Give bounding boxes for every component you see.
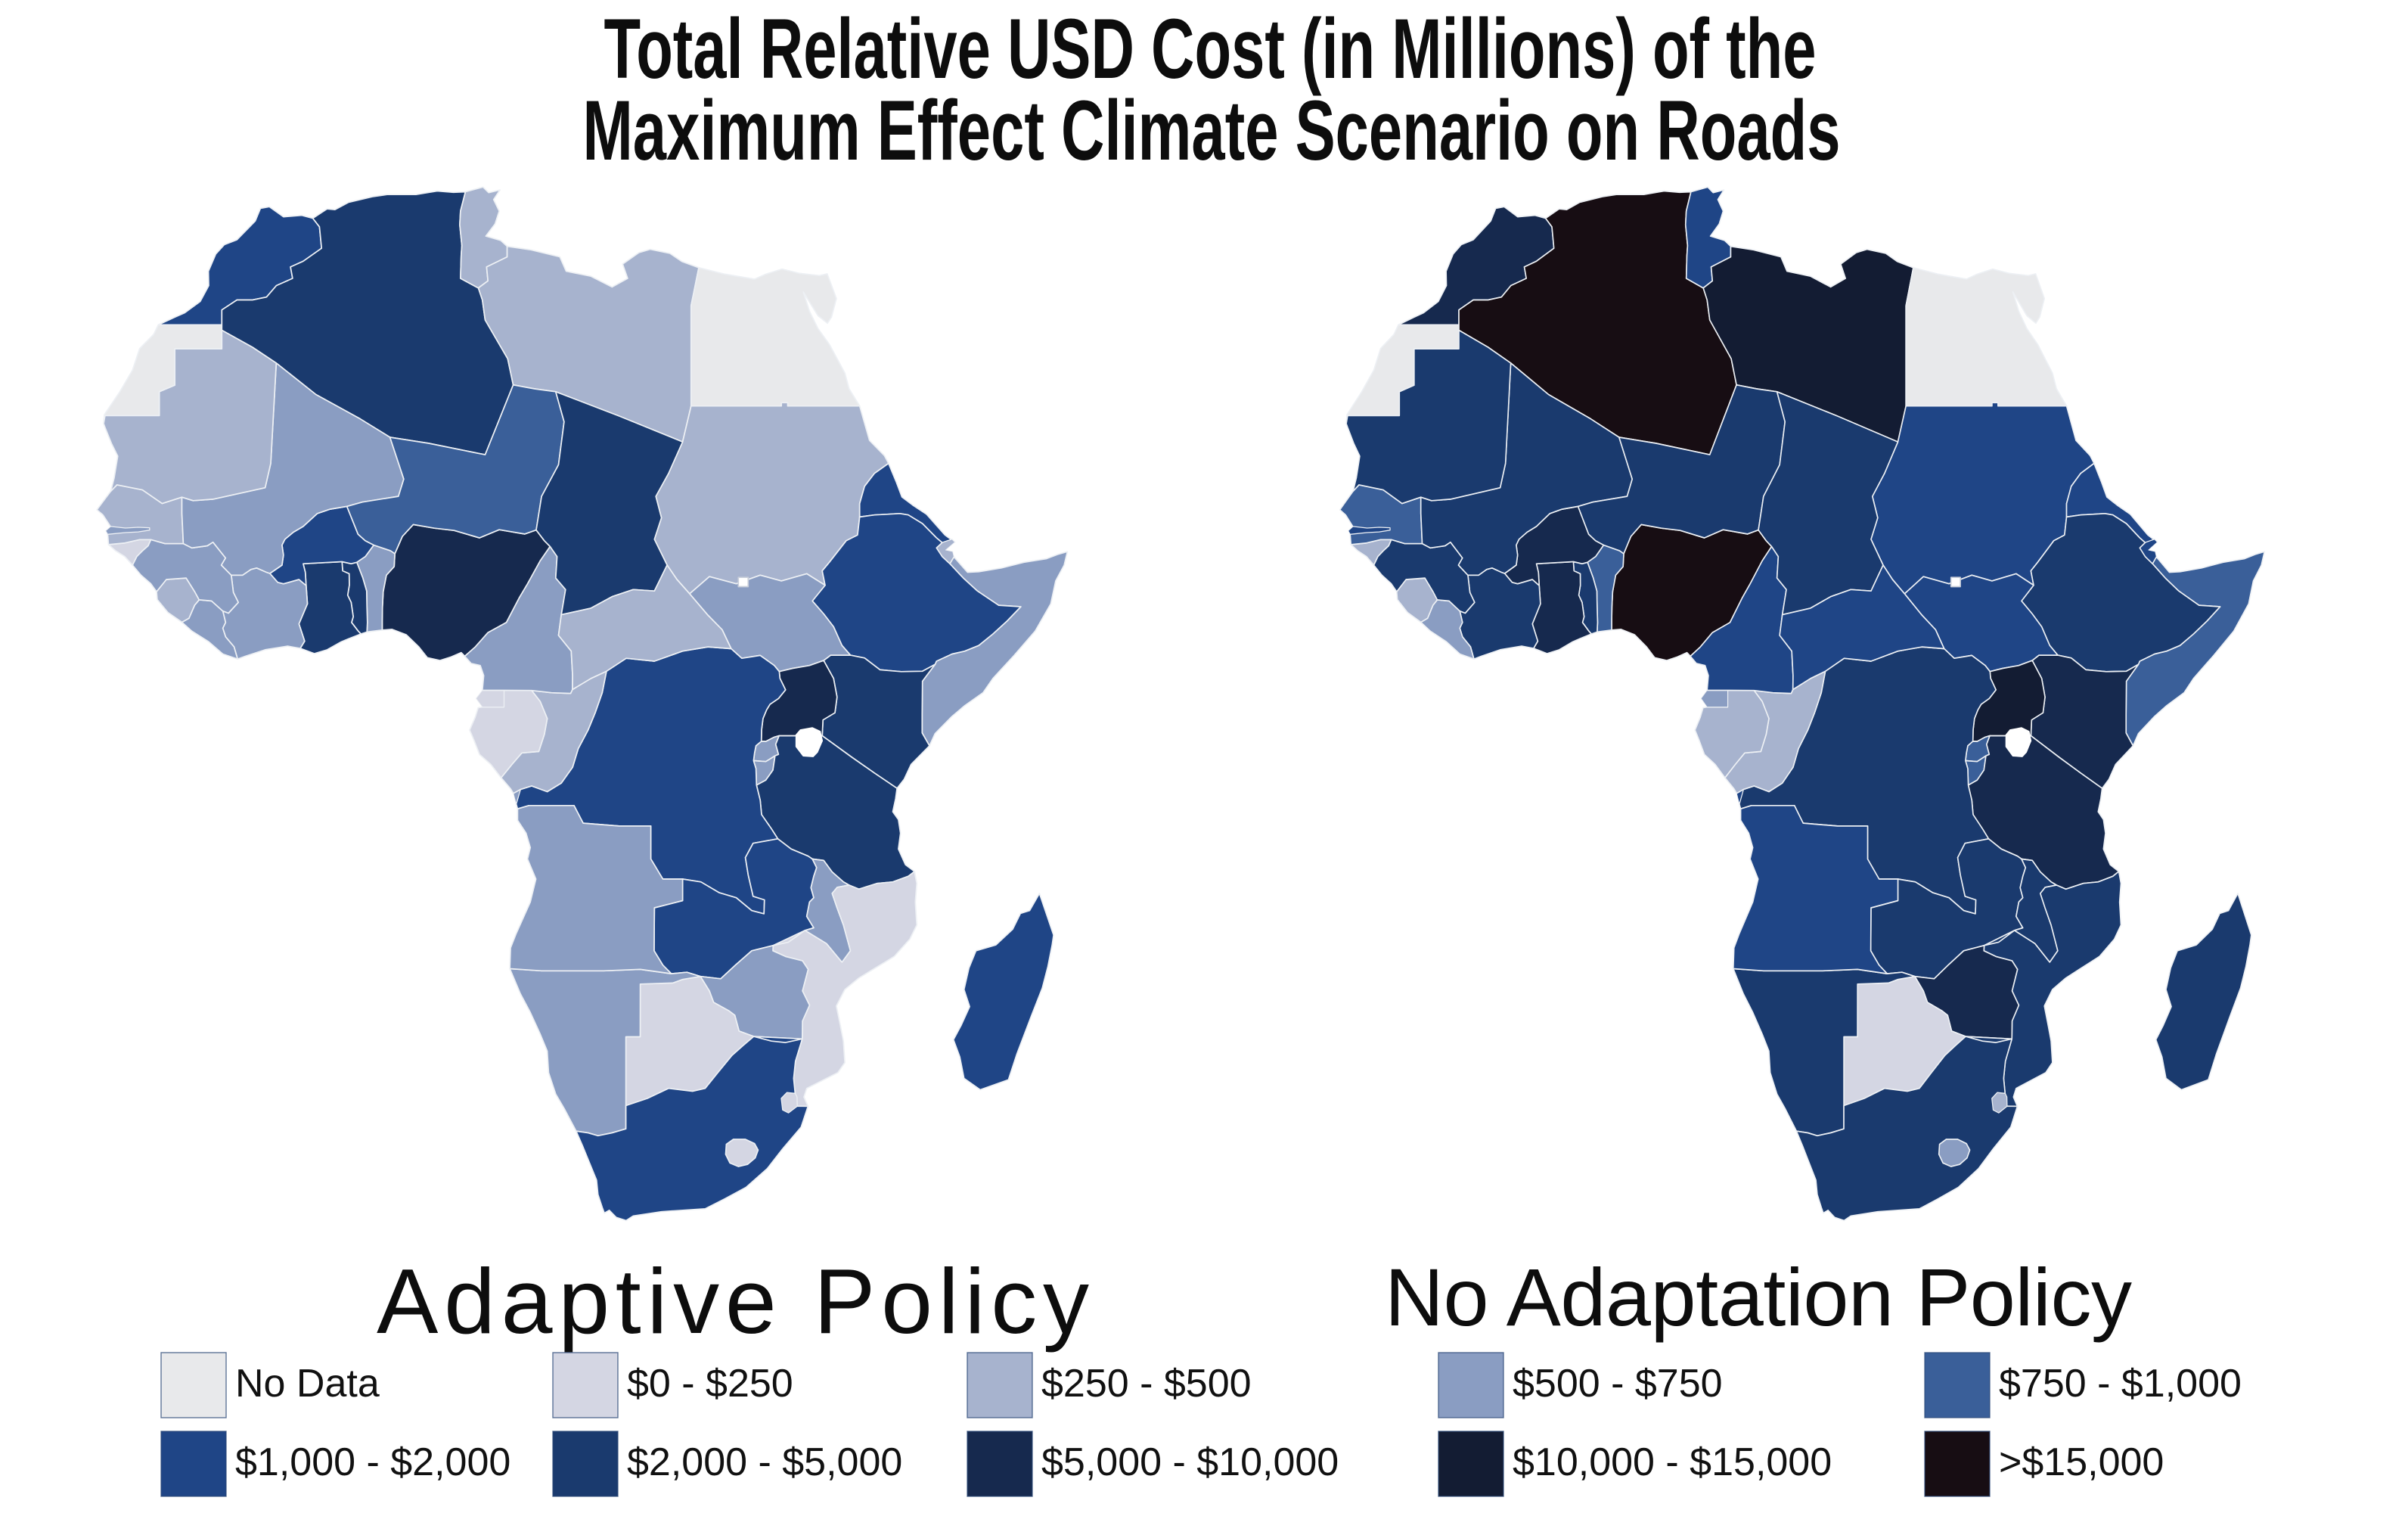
- svg-text:Adaptive Policy: Adaptive Policy: [377, 1250, 1089, 1353]
- svg-text:$1,000 - $2,000: $1,000 - $2,000: [235, 1440, 510, 1484]
- svg-text:Maximum Effect Climate Scenari: Maximum Effect Climate Scenario on Roads: [583, 83, 1841, 178]
- svg-text:$5,000 - $10,000: $5,000 - $10,000: [1041, 1440, 1339, 1484]
- svg-text:>$15,000: >$15,000: [1999, 1440, 2164, 1484]
- svg-text:$2,000 - $5,000: $2,000 - $5,000: [627, 1440, 902, 1484]
- svg-text:$0 - $250: $0 - $250: [627, 1362, 793, 1406]
- svg-text:$250 - $500: $250 - $500: [1041, 1362, 1252, 1406]
- svg-text:No Data: No Data: [235, 1362, 380, 1406]
- svg-text:$750 - $1,000: $750 - $1,000: [1999, 1362, 2242, 1406]
- svg-text:Total Relative USD Cost (in Mi: Total Relative USD Cost (in Millions) of…: [604, 2, 1817, 96]
- svg-text:$500 - $750: $500 - $750: [1513, 1362, 1723, 1406]
- svg-text:$10,000 - $15,000: $10,000 - $15,000: [1513, 1440, 1832, 1484]
- svg-text:No Adaptation Policy: No Adaptation Policy: [1385, 1251, 2132, 1343]
